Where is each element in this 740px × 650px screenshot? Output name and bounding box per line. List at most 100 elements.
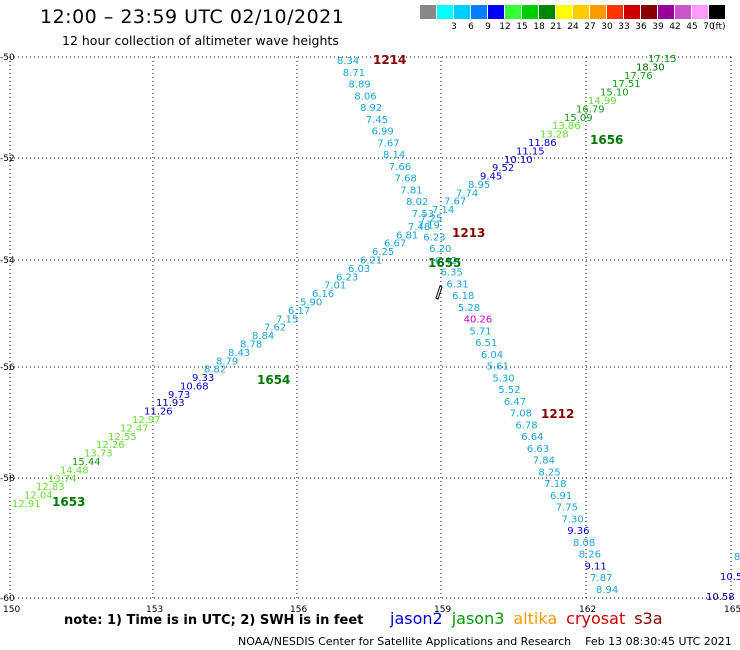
legend-label: 42 xyxy=(669,22,681,32)
swh-value-ascending: 8.95 xyxy=(468,180,490,191)
swh-value-ascending: 8.78 xyxy=(240,340,262,351)
swh-value-ascending: 12.55 xyxy=(108,432,137,443)
swh-value-descending: 6.31 xyxy=(446,279,468,290)
swh-value-ascending: 5.90 xyxy=(300,298,322,309)
swh-value-descending: 6.99 xyxy=(372,127,394,138)
legend-label: 39 xyxy=(652,22,664,32)
page-subtitle: 12 hour collection of altimeter wave hei… xyxy=(62,33,339,48)
swh-value-ascending: 15.09 xyxy=(564,113,593,124)
legend-swatch xyxy=(488,5,504,19)
legend-swatch xyxy=(709,5,725,19)
swh-value-ascending: 6.23 xyxy=(336,272,358,283)
credit-text: NOAA/NESDIS Center for Satellite Applica… xyxy=(238,635,572,648)
swh-value-descending: 6.20 xyxy=(429,244,451,255)
legend-label: 27 xyxy=(584,22,596,32)
map-grid xyxy=(9,56,732,599)
swh-value-descending: 8.08 xyxy=(573,538,595,549)
swh-value-descending: 6.51 xyxy=(475,338,497,349)
swh-value-descending: 7.87 xyxy=(590,573,612,584)
pass-label: 1654 xyxy=(257,373,290,387)
swh-value-ascending: 18.30 xyxy=(636,62,665,73)
swh-value-descending: 8.25 xyxy=(538,467,560,478)
pass-label: 1212 xyxy=(541,407,574,421)
pass-label: 1214 xyxy=(373,53,406,67)
swh-value-ascending: 7.74 xyxy=(456,188,478,199)
swh-value-ascending: 6.17 xyxy=(288,306,310,317)
swh-value-ascending: 13.28 xyxy=(540,130,569,141)
swh-value-descending: 8.94 xyxy=(596,585,618,596)
swh-value-ascending: 12.47 xyxy=(120,423,149,434)
swh-value-descending: 6.78 xyxy=(515,420,537,431)
swh-value-ascending: 6.81 xyxy=(396,230,418,241)
swh-value-descending: 6.42 xyxy=(435,256,457,267)
legend-swatch xyxy=(471,5,487,19)
legend-swatch xyxy=(454,5,470,19)
legend-swatch xyxy=(658,5,674,19)
legend-swatch xyxy=(539,5,555,19)
swh-value-descending: 8.34 xyxy=(337,56,359,67)
swh-value-descending: 7.53 xyxy=(412,209,434,220)
swh-value-descending: 6.91 xyxy=(550,491,572,502)
swh-value-ascending: 9.33 xyxy=(192,373,214,384)
swh-value-ascending: 12.83 xyxy=(36,482,65,493)
longitude-tick: 150 xyxy=(3,605,20,615)
swh-value-ascending: 6.67 xyxy=(384,239,406,250)
swh-value-descending: 6.18 xyxy=(452,291,474,302)
swh-value-descending: 7.81 xyxy=(400,185,422,196)
swh-value-ascending: 9.52 xyxy=(492,163,514,174)
latitude-tick: -52 xyxy=(0,154,15,164)
swh-value-ascending: 13.86 xyxy=(552,121,581,132)
legend-swatch xyxy=(607,5,623,19)
swh-value-ascending: 15.10 xyxy=(600,88,629,99)
map-axis-ticks: 150 153 156 159 162 165 -50 -52 -54 -56 -58 -60 xyxy=(0,53,740,615)
swh-value-ascending: 7.62 xyxy=(264,323,286,334)
latitude-tick: -50 xyxy=(0,53,15,63)
swh-value-ascending: 12.04 xyxy=(24,491,53,502)
pass-label: 1656 xyxy=(590,133,623,147)
swh-value-descending: 8.71 xyxy=(343,68,365,79)
swh-value-descending: 8.02 xyxy=(406,197,428,208)
swh-value-descending: 6.64 xyxy=(521,432,543,443)
swh-value-descending: 5.30 xyxy=(492,373,514,384)
swh-value-descending: 7.30 xyxy=(562,515,584,526)
legend-label: 24 xyxy=(567,22,579,32)
swh-value-ascending: 16.79 xyxy=(576,104,605,115)
swh-value-ascending: 9.73 xyxy=(168,390,190,401)
latitude-tick: -54 xyxy=(0,256,15,266)
legend-label: 21 xyxy=(550,22,562,32)
swh-value-ascending: 6.03 xyxy=(348,264,370,275)
small-ice-marker-icon xyxy=(435,285,443,300)
swh-value-ascending: 17.15 xyxy=(648,54,677,65)
page-title: 12:00 – 23:59 UTC 02/10/2021 xyxy=(40,6,345,28)
longitude-tick: 162 xyxy=(579,605,596,615)
legend-label: 45 xyxy=(686,22,698,32)
swh-value-ascending: 11.93 xyxy=(156,398,185,409)
legend-swatch xyxy=(522,5,538,19)
swh-value-ascending: 12.91 xyxy=(12,499,41,510)
satellite-altika: altika xyxy=(513,609,558,628)
legend-swatch xyxy=(692,5,708,19)
longitude-tick: 165 xyxy=(724,605,740,615)
legend-label: 36 xyxy=(635,22,647,32)
legend-swatch xyxy=(641,5,657,19)
swh-value-ascending: 7.67 xyxy=(444,197,466,208)
swh-value-ascending: 8.82 xyxy=(204,365,226,376)
legend-label: 30 xyxy=(601,22,613,32)
swh-value-descending: 6.04 xyxy=(481,350,503,361)
swh-value-ascending: 9.45 xyxy=(480,172,502,183)
swh-value-ascending: 11.15 xyxy=(516,146,545,157)
swh-value-edge: 8 xyxy=(734,552,740,563)
swh-value-descending: 7.67 xyxy=(377,138,399,149)
altimeter-tracks: 8.348.718.898.068.927.456.997.678.147.66… xyxy=(12,54,740,603)
swh-value-ascending: 15.44 xyxy=(72,457,101,468)
swh-value-ascending: 12.26 xyxy=(96,440,125,451)
timestamp-text: Feb 13 08:30:45 UTC 2021 xyxy=(585,635,732,648)
swh-value-descending: 7.08 xyxy=(510,409,532,420)
legend-label: 6 xyxy=(468,22,474,32)
swh-value-ascending: 6.21 xyxy=(360,256,382,267)
legend-label: 12 xyxy=(499,22,511,32)
longitude-tick: 159 xyxy=(434,605,451,615)
swh-value-descending: 5.28 xyxy=(458,303,480,314)
swh-value-descending: 8.92 xyxy=(360,103,382,114)
